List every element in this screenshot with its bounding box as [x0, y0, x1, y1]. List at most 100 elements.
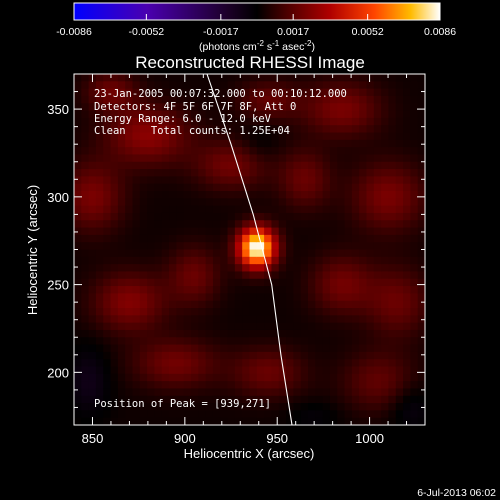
heatmap-cell — [125, 366, 134, 375]
heatmap-cell — [88, 249, 97, 258]
heatmap-cell — [322, 117, 331, 126]
heatmap-cell — [176, 329, 185, 338]
heatmap-cell — [132, 125, 141, 134]
heatmap-cell — [278, 366, 287, 375]
heatmap-cell — [183, 103, 192, 112]
heatmap-cell — [176, 308, 185, 316]
heatmap-cell — [264, 403, 273, 411]
heatmap-cell — [95, 417, 104, 425]
heatmap-cell — [322, 308, 331, 316]
heatmap-cell — [234, 161, 243, 170]
heatmap-cell — [256, 117, 265, 126]
heatmap-cell — [249, 256, 258, 265]
heatmap-cell — [373, 220, 382, 229]
heatmap-cell — [373, 381, 382, 390]
heatmap-cell — [256, 315, 265, 324]
heatmap-cell — [103, 95, 112, 104]
heatmap-cell — [227, 169, 236, 177]
heatmap-cell — [198, 322, 207, 331]
heatmap-cell — [271, 110, 280, 119]
heatmap-cell — [154, 359, 163, 368]
heatmap-cell — [220, 329, 229, 338]
heatmap-cell — [373, 403, 382, 411]
heatmap-cell — [88, 169, 97, 177]
heatmap-cell — [337, 95, 346, 104]
heatmap-cell — [205, 110, 214, 119]
heatmap-cell — [366, 95, 375, 104]
heatmap-cell — [329, 293, 338, 302]
heatmap-cell — [125, 256, 134, 265]
heatmap-cell — [110, 74, 119, 82]
heatmap-cell — [88, 117, 97, 126]
heatmap-cell — [117, 249, 126, 258]
heatmap-cell — [329, 132, 338, 141]
heatmap-cell — [132, 198, 141, 207]
heatmap-cell — [403, 366, 411, 375]
heatmap-cell — [154, 300, 163, 309]
heatmap-cell — [103, 198, 112, 207]
heatmap-cell — [117, 205, 126, 214]
heatmap-cell — [198, 139, 207, 148]
heatmap-cell — [300, 191, 309, 199]
heatmap-cell — [249, 227, 258, 236]
heatmap-cell — [271, 359, 280, 368]
heatmap-cell — [315, 359, 324, 368]
heatmap-cell — [169, 95, 177, 104]
heatmap-cell — [169, 249, 177, 258]
heatmap-cell — [176, 95, 185, 104]
heatmap-cell — [242, 344, 251, 353]
heatmap-cell — [264, 81, 273, 90]
heatmap-cell — [271, 417, 280, 425]
heatmap-cell — [373, 344, 382, 353]
heatmap-cell — [308, 139, 316, 148]
heatmap-cell — [395, 234, 404, 243]
heatmap-cell — [403, 117, 411, 126]
heatmap-cell — [337, 132, 346, 141]
heatmap-cell — [88, 256, 97, 265]
heatmap-cell — [205, 125, 214, 134]
heatmap-cell — [366, 147, 375, 156]
heatmap-cell — [359, 403, 368, 411]
heatmap-cell — [256, 169, 265, 177]
heatmap-cell — [234, 315, 243, 324]
heatmap-cell — [169, 395, 177, 404]
heatmap-cell — [161, 154, 170, 163]
heatmap-cell — [359, 198, 368, 207]
heatmap-cell — [220, 154, 229, 163]
heatmap-cell — [337, 117, 346, 126]
heatmap-cell — [395, 351, 404, 360]
heatmap-cell — [110, 329, 119, 338]
heatmap-cell — [205, 359, 214, 368]
heatmap-cell — [308, 205, 316, 214]
heatmap-cell — [315, 373, 324, 382]
heatmap-cell — [373, 256, 382, 265]
heatmap-cell — [395, 278, 404, 287]
heatmap-cell — [191, 169, 199, 177]
heatmap-cell — [205, 256, 214, 265]
heatmap-cell — [388, 81, 397, 90]
heatmap-cell — [264, 95, 273, 104]
heatmap-cell — [293, 198, 302, 207]
heatmap-cell — [256, 205, 265, 214]
heatmap-cell — [234, 381, 243, 390]
heatmap-cell — [366, 176, 375, 185]
heatmap-cell — [161, 110, 170, 119]
heatmap-cell — [249, 242, 258, 251]
heatmap-cell — [125, 198, 134, 207]
heatmap-cell — [278, 264, 287, 273]
heatmap-cell — [264, 344, 273, 353]
heatmap-cell — [300, 322, 309, 331]
heatmap-cell — [95, 344, 104, 353]
heatmap-cell — [132, 278, 141, 287]
heatmap-cell — [403, 191, 411, 199]
heatmap-cell — [388, 154, 397, 163]
heatmap-cell — [395, 388, 404, 397]
heatmap-cell — [125, 373, 134, 382]
heatmap-cell — [366, 227, 375, 236]
heatmap-cell — [308, 110, 316, 119]
heatmap-cell — [227, 227, 236, 236]
heatmap-cell — [191, 315, 199, 324]
heatmap-cell — [169, 205, 177, 214]
heatmap-cell — [337, 271, 346, 280]
